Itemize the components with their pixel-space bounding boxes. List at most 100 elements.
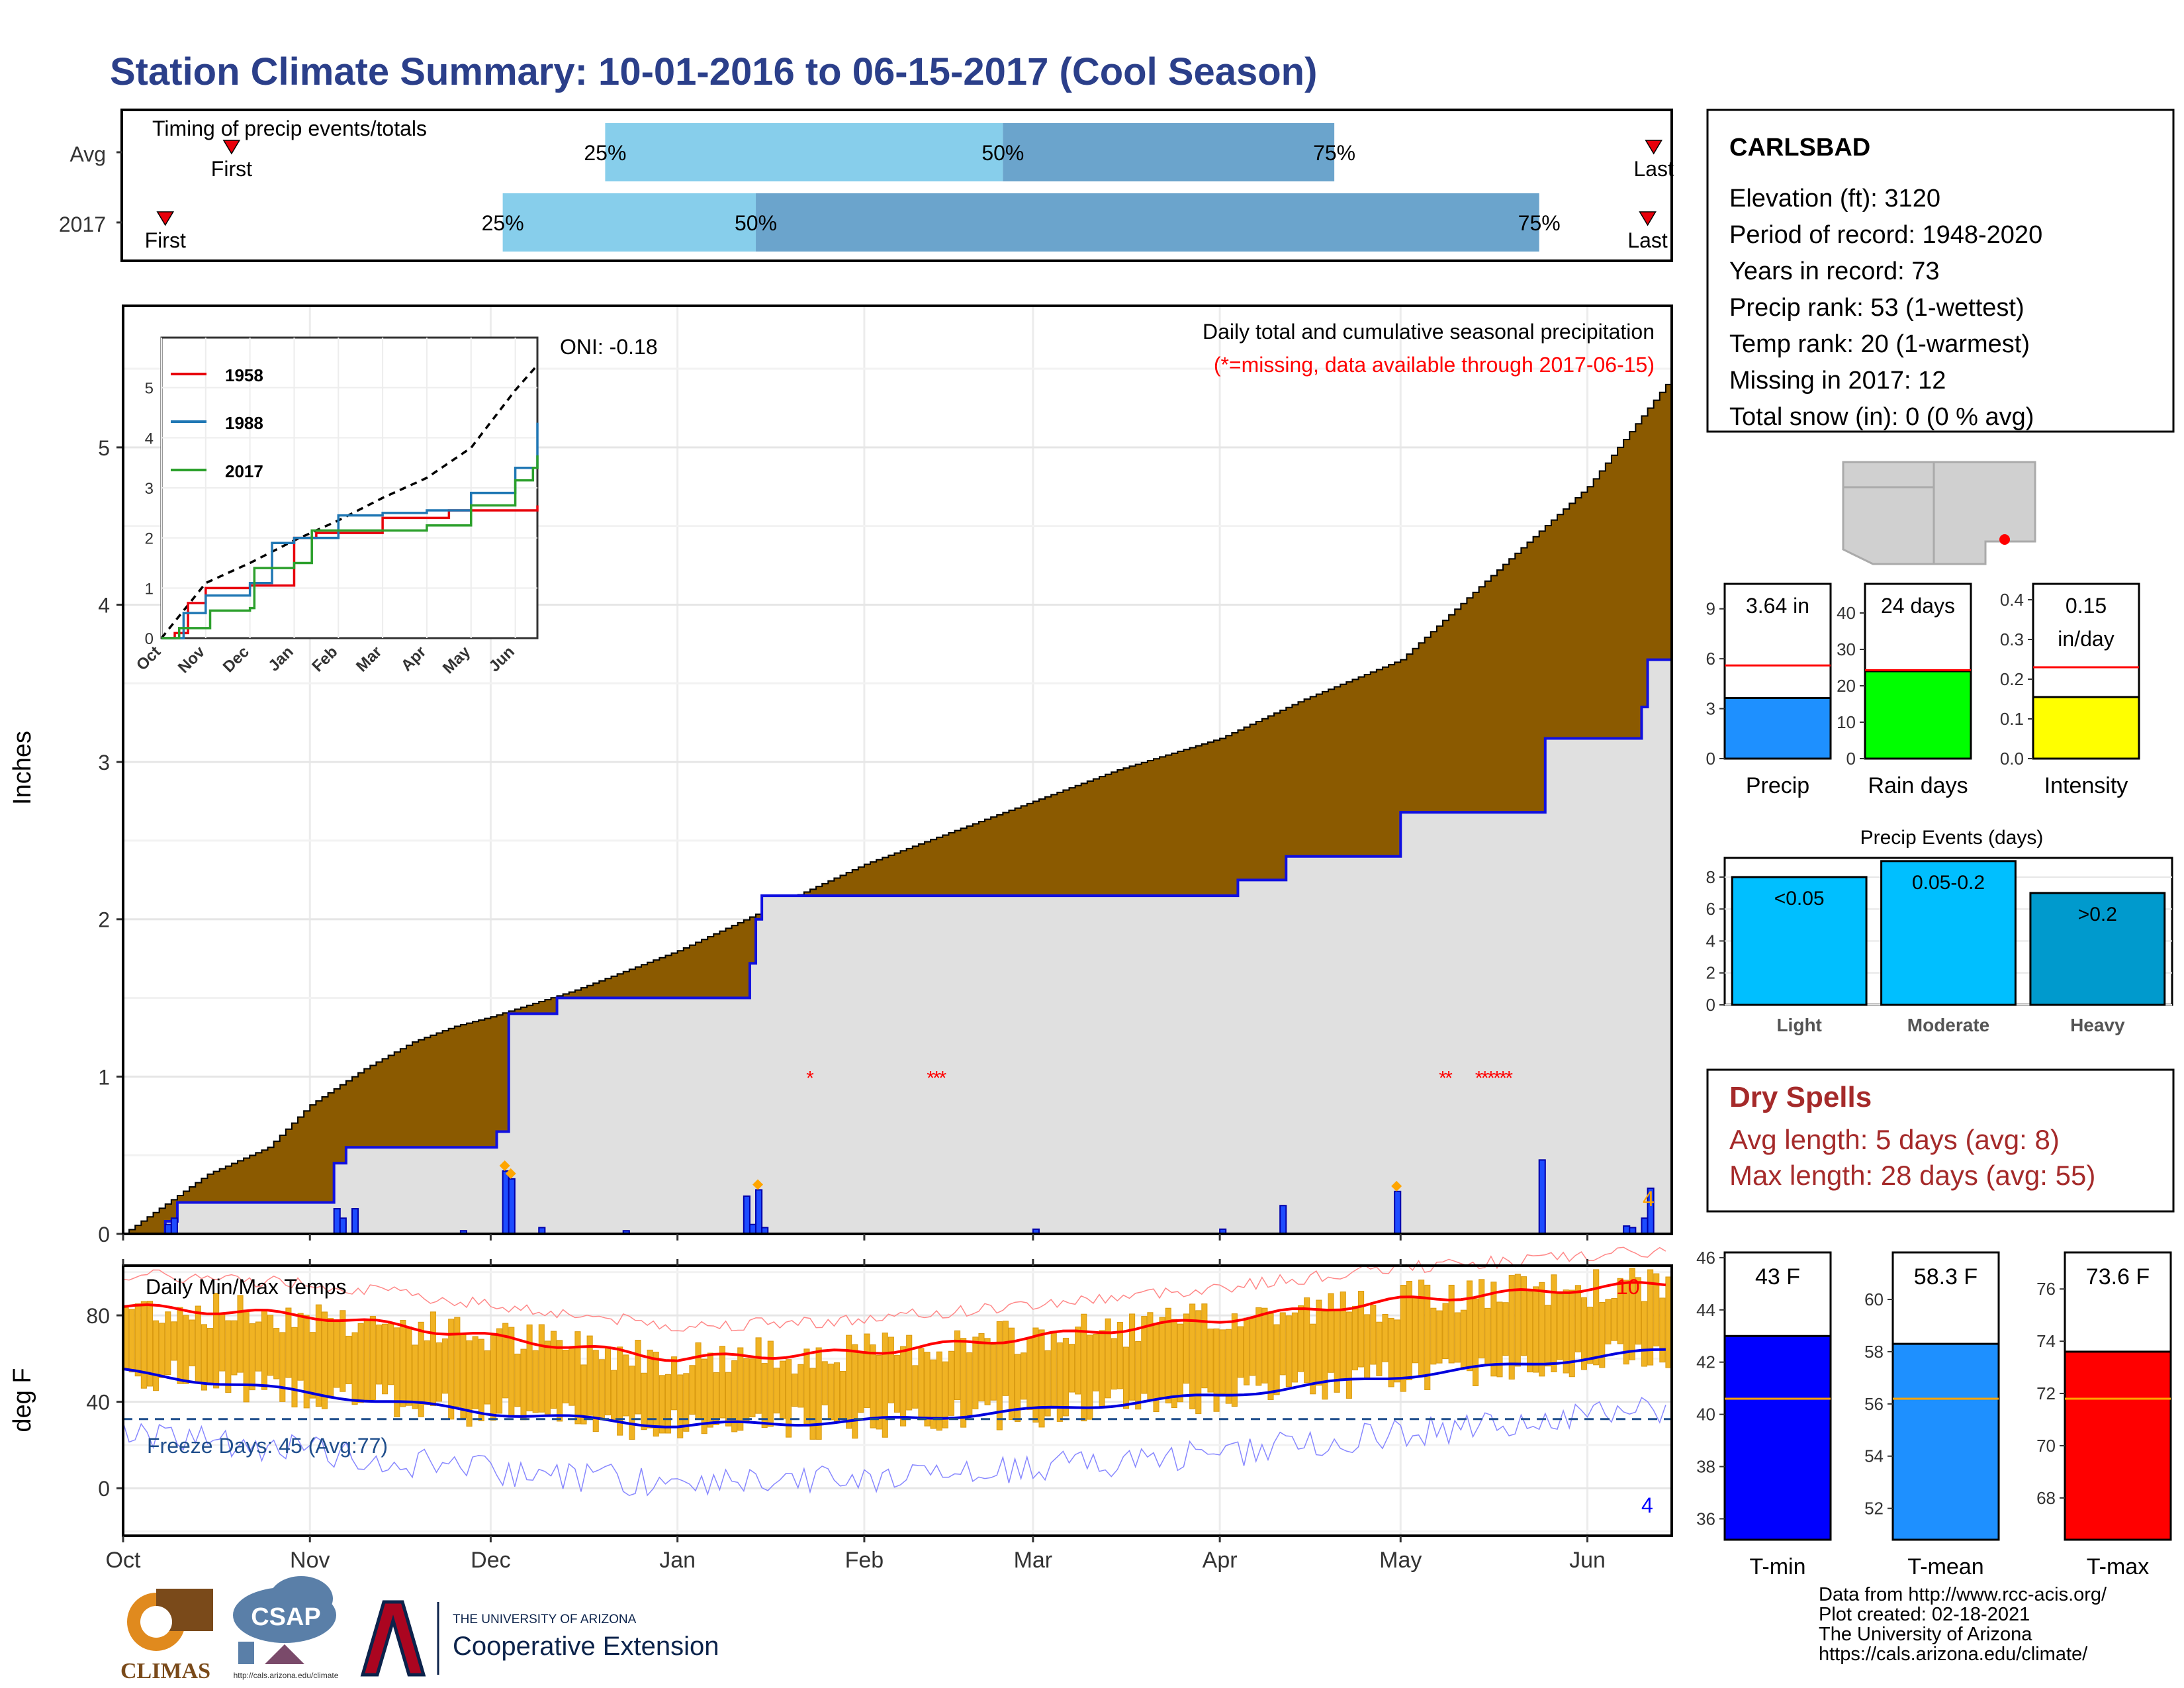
daily-temp-bar <box>1587 1306 1594 1364</box>
station-period: Period of record: 1948-2020 <box>1729 221 2042 249</box>
daily-temp-bar <box>424 1340 430 1405</box>
csap-cloud-shape <box>269 1576 333 1621</box>
daily-temp-bar <box>876 1355 882 1430</box>
daily-temp-bar <box>984 1338 991 1405</box>
daily-temp-bar <box>1605 1299 1612 1344</box>
station-missing: Missing in 2017: 12 <box>1729 367 1946 395</box>
daily-temp-bar <box>1520 1276 1527 1356</box>
daily-temp-bar <box>550 1331 557 1409</box>
daily-temp-bar <box>725 1372 732 1427</box>
events-category-label: Heavy <box>2070 1015 2125 1035</box>
credit-line: Plot created: 02-18-2021 <box>1819 1604 2030 1625</box>
temp-bar-tick-label: 44 <box>1696 1300 1715 1320</box>
temp-bar-tick-label: 74 <box>2036 1331 2056 1351</box>
daily-temp-bar <box>328 1318 334 1399</box>
dry-spells-avg: Avg length: 5 days (avg: 8) <box>1729 1124 2060 1155</box>
daily-temp-bar <box>659 1375 665 1434</box>
daily-temp-bar <box>309 1332 316 1399</box>
missing-day-marker: * <box>1505 1067 1513 1089</box>
daily-temp-bar <box>297 1313 304 1381</box>
daily-temp-bar <box>363 1320 370 1402</box>
daily-precip-bar <box>743 1195 751 1235</box>
daily-temp-bar <box>569 1347 575 1406</box>
daily-temp-bar <box>237 1295 244 1373</box>
daily-temp-bar <box>177 1307 183 1384</box>
temp-panel: 0 40 80 Daily Min/Max Temps Freeze Days: 4… <box>9 1246 1673 1537</box>
daily-temp-bar <box>1021 1352 1027 1400</box>
climas-sun-center <box>140 1606 172 1638</box>
daily-temp-bar <box>731 1360 738 1432</box>
events-tick-label: 0 <box>1706 995 1715 1015</box>
daily-temp-bar <box>755 1337 762 1414</box>
daily-temp-bar <box>990 1344 997 1401</box>
daily-temp-bar <box>1514 1274 1521 1367</box>
station-location-marker <box>1999 534 2010 545</box>
daily-temp-bar <box>1364 1314 1371 1380</box>
daily-temp-bar <box>1635 1277 1641 1345</box>
dry-spells-title: Dry Spells <box>1729 1081 1872 1113</box>
daily-temp-bar <box>1165 1307 1171 1404</box>
timing-row-2017: 2017 <box>59 212 106 236</box>
daily-precip-bar <box>1394 1190 1402 1235</box>
daily-temp-bar <box>128 1309 135 1373</box>
timing-pct-label: 75% <box>1313 141 1355 165</box>
daily-temp-bar <box>1358 1290 1365 1368</box>
mini-bar-intensity <box>2032 696 2140 760</box>
daily-temp-bar <box>743 1358 750 1423</box>
missing-day-marker: * <box>806 1067 814 1089</box>
missing-day-marker: * <box>1439 1067 1447 1089</box>
missing-day-marker: * <box>938 1067 946 1089</box>
events-bar-light <box>1731 876 1868 1006</box>
daily-temp-bar <box>604 1346 612 1416</box>
daily-temp-bar <box>261 1309 268 1390</box>
temp-bar-tick-label: 60 <box>1864 1289 1884 1309</box>
precip-event-marker <box>752 1179 764 1190</box>
daily-temp-bar <box>870 1344 876 1429</box>
timing-bar-q2 <box>502 193 756 252</box>
daily-temp-bar <box>1466 1280 1473 1372</box>
events-category-label: Moderate <box>1907 1015 1989 1035</box>
daily-temp-bar <box>1665 1276 1672 1368</box>
precip-ytick-label: 5 <box>98 436 110 460</box>
daily-temp-bar <box>942 1361 948 1429</box>
daily-temp-bar <box>315 1304 322 1407</box>
daily-temp-bar <box>140 1301 147 1389</box>
temp-ylabel: deg F <box>9 1368 36 1432</box>
daily-temp-bar <box>893 1355 901 1413</box>
daily-temp-bar <box>887 1336 894 1403</box>
daily-temp-bar <box>255 1321 261 1372</box>
daily-temp-bar <box>617 1346 623 1436</box>
daily-temp-bar <box>1261 1307 1268 1383</box>
daily-temp-bar <box>508 1327 515 1417</box>
precip-ytick-label: 1 <box>98 1065 110 1089</box>
daily-temp-bar <box>321 1311 328 1409</box>
precip-ylabel: Inches <box>9 731 36 805</box>
mini-bar-tick-label: 0.2 <box>2000 669 2024 689</box>
mini-bar-tick-label: 0 <box>1706 749 1715 769</box>
daily-temp-bar <box>1394 1319 1400 1383</box>
mini-bar-tick-label: 3 <box>1706 699 1715 719</box>
mini-bar-tick-label: 10 <box>1837 712 1856 732</box>
missing-day-marker: * <box>933 1067 940 1089</box>
daily-temp-bar <box>219 1313 226 1372</box>
credit-line: https://cals.arizona.edu/climate/ <box>1819 1644 2088 1665</box>
daily-temp-bar <box>1316 1299 1322 1386</box>
daily-temp-bar <box>267 1315 274 1376</box>
timing-pct-label: 25% <box>482 211 524 235</box>
daily-temp-bar <box>183 1315 189 1384</box>
daily-precip-bar <box>1279 1205 1287 1235</box>
daily-temp-bar <box>1479 1279 1485 1358</box>
events-bar-heavy <box>2029 892 2166 1006</box>
daily-temp-bar <box>1026 1338 1033 1410</box>
daily-temp-bar <box>514 1353 521 1407</box>
daily-temp-bar <box>1406 1281 1412 1381</box>
station-info-frame <box>1706 109 2175 433</box>
station-info-panel: CARLSBAD Elevation (ft): 3120 Period of … <box>1706 109 2175 433</box>
inset-ytick-label: 0 <box>145 630 154 648</box>
precip-events-bars: 0 2 4 6 8 <0.05 Light 0.05-0.2 Moderate >0.2 Heavy <box>1706 857 2173 1035</box>
timing-first-label: First <box>145 228 186 252</box>
timing-pct-label: 75% <box>1518 211 1561 235</box>
daily-temp-bar <box>502 1323 509 1399</box>
temp-count-top: 10 <box>1616 1275 1640 1299</box>
